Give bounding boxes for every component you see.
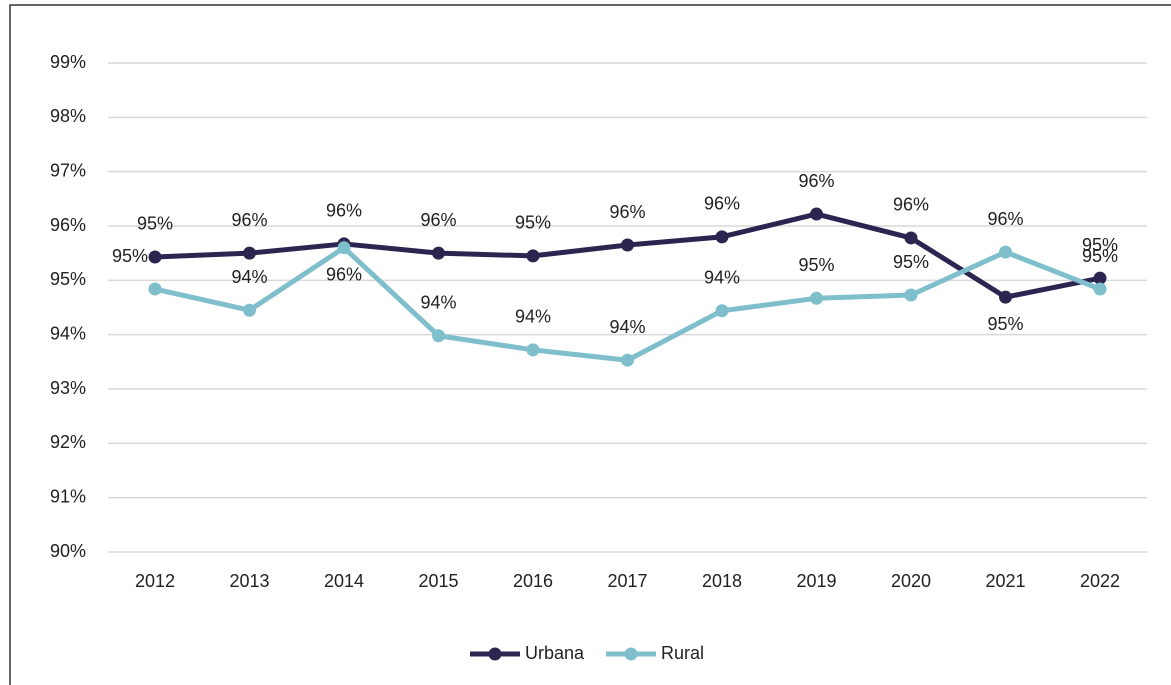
marker [715, 230, 729, 244]
data-label: 95% [112, 246, 148, 266]
data-label: 95% [1082, 235, 1118, 255]
marker [621, 353, 634, 367]
x-tick-label: 2014 [324, 571, 364, 591]
y-tick-label: 94% [50, 323, 86, 343]
x-tick-label: 2017 [607, 571, 647, 591]
y-tick-label: 92% [50, 432, 86, 452]
marker [999, 290, 1012, 304]
data-label: 96% [704, 194, 740, 214]
marker [148, 250, 162, 264]
data-label: 96% [231, 210, 267, 230]
marker [999, 245, 1012, 259]
data-label: 95% [987, 314, 1023, 334]
marker [1093, 271, 1107, 285]
data-label: 95% [893, 252, 929, 272]
marker [243, 303, 256, 317]
x-tick-label: 2012 [135, 571, 175, 591]
y-tick-label: 90% [50, 541, 86, 561]
marker [432, 329, 445, 343]
x-tick-label: 2019 [796, 571, 836, 591]
chart-frame [9, 4, 1171, 685]
data-label: 94% [231, 267, 267, 287]
y-tick-label: 97% [50, 160, 86, 180]
y-tick-label: 99% [50, 52, 86, 72]
data-label: 94% [420, 293, 456, 313]
data-label: 96% [420, 210, 456, 230]
marker [904, 231, 918, 245]
marker [810, 291, 823, 305]
marker [715, 304, 729, 318]
marker [337, 241, 351, 255]
x-tick-label: 2022 [1080, 571, 1120, 591]
data-label: 94% [704, 268, 740, 288]
data-label: 94% [515, 307, 551, 327]
y-tick-label: 98% [50, 106, 86, 126]
x-tick-label: 2020 [891, 571, 931, 591]
data-label: 96% [326, 201, 362, 221]
data-label: 96% [893, 195, 929, 215]
marker [243, 246, 256, 260]
marker [148, 282, 162, 296]
marker [904, 288, 918, 302]
marker [526, 343, 540, 357]
legend-label: Urbana [525, 643, 585, 663]
line [154, 245, 1101, 363]
marker [432, 246, 445, 260]
data-label: 95% [798, 255, 834, 275]
y-tick-label: 91% [50, 486, 86, 506]
x-tick-label: 2018 [702, 571, 742, 591]
marker [810, 207, 823, 221]
y-tick-label: 96% [50, 215, 86, 235]
legend-marker [488, 647, 502, 661]
data-label: 96% [798, 171, 834, 191]
x-tick-label: 2015 [418, 571, 458, 591]
marker [621, 238, 634, 252]
legend-label: Rural [661, 643, 704, 663]
data-label: 95% [515, 213, 551, 233]
x-tick-label: 2013 [229, 571, 269, 591]
data-label: 96% [987, 209, 1023, 229]
marker [1093, 282, 1107, 296]
data-label: 96% [609, 202, 645, 222]
data-label: 96% [326, 264, 362, 284]
legend-marker [624, 647, 638, 661]
x-tick-label: 2016 [513, 571, 553, 591]
y-tick-label: 95% [50, 269, 86, 289]
marker [526, 249, 540, 263]
data-label: 94% [609, 317, 645, 337]
data-label: 95% [1082, 246, 1118, 266]
y-tick-label: 93% [50, 378, 86, 398]
data-label: 95% [137, 214, 173, 234]
x-tick-label: 2021 [985, 571, 1025, 591]
